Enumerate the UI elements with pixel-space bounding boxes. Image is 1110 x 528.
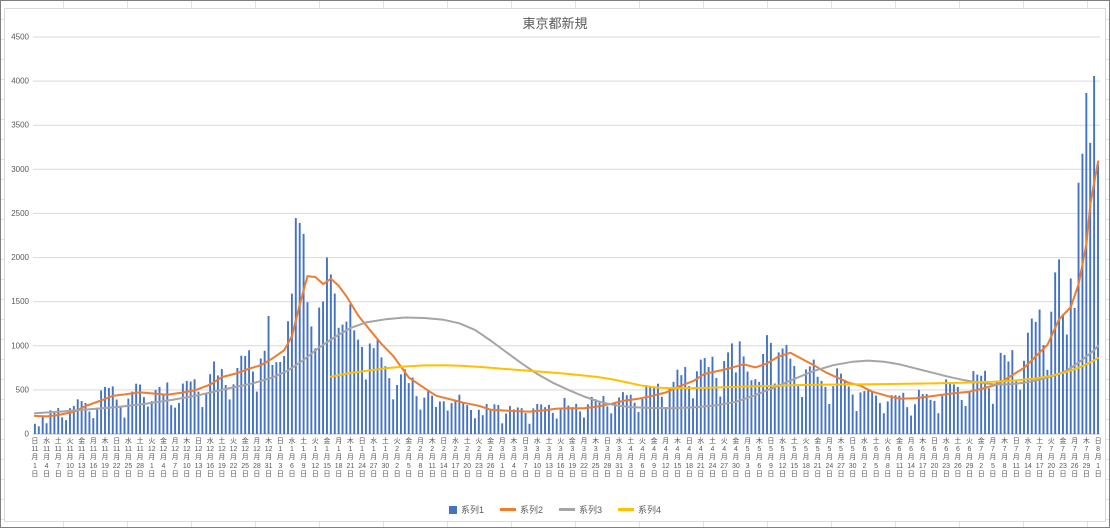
chart-legend[interactable]: 系列1 系列2 系列3 系列4 bbox=[0, 503, 1110, 516]
svg-text:3500: 3500 bbox=[11, 121, 29, 130]
line-swatch-icon bbox=[559, 508, 575, 511]
line-swatch-icon bbox=[499, 508, 516, 511]
svg-text:1500: 1500 bbox=[11, 297, 29, 306]
svg-text:1000: 1000 bbox=[11, 341, 29, 350]
gridlines bbox=[33, 36, 1100, 435]
chart-title: 東京都新規 bbox=[522, 16, 588, 31]
legend-item-1[interactable]: 系列1 bbox=[448, 503, 484, 516]
svg-text:4500: 4500 bbox=[11, 33, 29, 42]
legend-label: 系列3 bbox=[579, 505, 603, 515]
line-series4[interactable] bbox=[329, 357, 1100, 390]
legend-label: 系列2 bbox=[519, 505, 543, 515]
legend-label: 系列4 bbox=[638, 505, 662, 515]
legend-item-3[interactable]: 系列3 bbox=[559, 503, 602, 516]
legend-label: 系列1 bbox=[460, 505, 484, 515]
line-swatch-icon bbox=[618, 508, 635, 511]
svg-text:500: 500 bbox=[16, 385, 30, 394]
svg-text:0: 0 bbox=[25, 430, 30, 439]
legend-item-2[interactable]: 系列2 bbox=[499, 503, 543, 516]
y-axis-labels: 0 500 1000 1500 2000 2500 3000 3500 4000 4500 bbox=[11, 33, 29, 439]
svg-text:3000: 3000 bbox=[11, 165, 29, 174]
svg-text:2500: 2500 bbox=[11, 209, 29, 218]
svg-text:2000: 2000 bbox=[11, 253, 29, 262]
legend-item-4[interactable]: 系列4 bbox=[618, 503, 661, 516]
bar-swatch-icon bbox=[448, 505, 457, 514]
chart-area[interactable] bbox=[4, 8, 1106, 522]
bars-series1[interactable] bbox=[33, 75, 1099, 435]
line-series2[interactable] bbox=[33, 160, 1100, 418]
svg-text:4000: 4000 bbox=[11, 77, 29, 86]
